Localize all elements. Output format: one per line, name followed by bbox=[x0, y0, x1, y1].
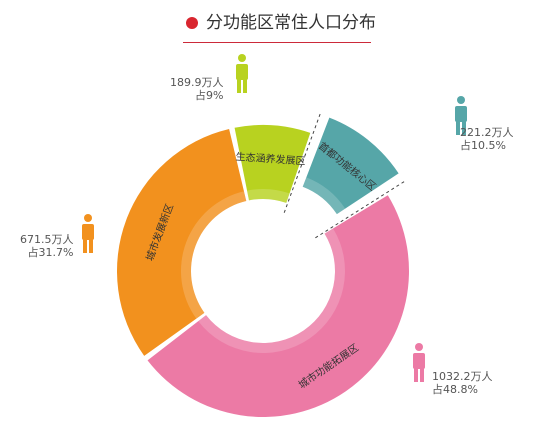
title-underline bbox=[183, 42, 371, 43]
explode-guide-line-2 bbox=[315, 179, 407, 239]
callout-3: 671.5万人 占31.7% bbox=[20, 233, 74, 259]
callout-share-4: 占9% bbox=[195, 89, 224, 102]
callout-4: 189.9万人 占9% bbox=[170, 76, 224, 102]
donut-slice-2 bbox=[147, 195, 410, 418]
donut-slice-shade-2 bbox=[198, 228, 345, 354]
person-icon bbox=[82, 214, 94, 253]
person-icon bbox=[455, 96, 467, 135]
callout-share-3: 占31.7% bbox=[27, 246, 74, 259]
callout-1: 221.2万人 占10.5% bbox=[460, 126, 514, 152]
callout-2: 1032.2万人 占48.8% bbox=[432, 370, 493, 396]
explode-guide-line-1 bbox=[283, 111, 322, 213]
callout-value-1: 221.2万人 bbox=[460, 126, 514, 139]
callout-value-3: 671.5万人 bbox=[20, 233, 74, 246]
donut-slice-3 bbox=[116, 128, 247, 356]
chart-title: 分功能区常住人口分布 bbox=[206, 13, 376, 33]
donut-slice-1 bbox=[302, 117, 399, 215]
person-icon bbox=[236, 54, 248, 93]
callout-share-1: 占10.5% bbox=[460, 139, 506, 152]
chart-title-row: 分功能区常住人口分布 bbox=[0, 10, 553, 43]
callout-share-2: 占48.8% bbox=[432, 383, 478, 396]
donut-slice-shade-3 bbox=[181, 191, 247, 319]
donut-slice-shade-1 bbox=[302, 177, 346, 215]
callout-value-2: 1032.2万人 bbox=[432, 370, 493, 383]
callout-value-4: 189.9万人 bbox=[170, 76, 224, 89]
donut-slice-shade-4 bbox=[247, 189, 290, 203]
donut-slice-4 bbox=[234, 124, 311, 203]
person-icon bbox=[413, 343, 425, 382]
title-bullet-dot bbox=[186, 17, 198, 29]
